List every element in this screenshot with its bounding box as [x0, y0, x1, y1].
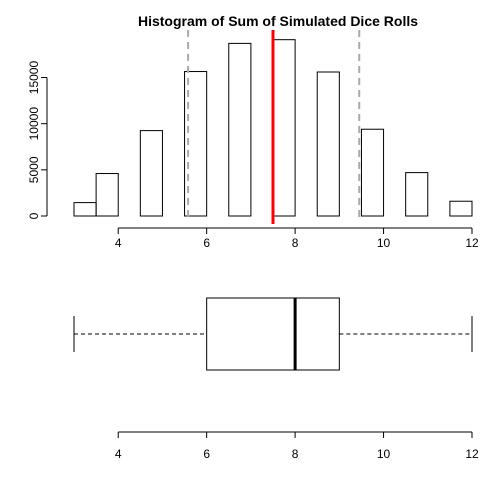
histogram-bar [228, 42, 252, 217]
histogram-bar [316, 71, 340, 217]
boxplot-box [206, 297, 340, 371]
boxplot-x-tick-label: 4 [115, 447, 122, 461]
boxplot-x-tick-label: 12 [465, 447, 479, 461]
histogram-bar [360, 128, 385, 217]
histogram-bar [184, 71, 208, 217]
histogram-x-tick-label: 8 [292, 236, 299, 250]
histogram-x-tick-label: 4 [115, 236, 122, 250]
boxplot-x-tick-label: 8 [292, 447, 299, 461]
histogram-title: Histogram of Sum of Simulated Dice Rolls [138, 13, 418, 29]
histogram-y-tick-label: 0 [27, 212, 41, 219]
histogram-y-tick-label: 5000 [27, 156, 41, 183]
boxplot-x-tick-label: 6 [203, 447, 210, 461]
histogram-x-tick-label: 12 [465, 236, 479, 250]
histogram-bar [405, 172, 429, 217]
histogram-bar [449, 200, 473, 217]
histogram-bar [73, 202, 97, 217]
boxplot-plot: 4 6 8 10 12 [73, 297, 479, 461]
histogram-plot: 4 6 8 10 12 0 5000 10000 15000 [27, 30, 479, 250]
histogram-bar [272, 39, 296, 217]
boxplot-x-tick-label: 10 [377, 447, 391, 461]
histogram-x-tick-label: 10 [377, 236, 391, 250]
histogram-bar [95, 173, 119, 217]
histogram-bar [139, 130, 163, 217]
histogram-x-tick-label: 6 [203, 236, 210, 250]
histogram-y-tick-label: 10000 [27, 107, 41, 141]
histogram-y-tick-label: 15000 [27, 61, 41, 95]
